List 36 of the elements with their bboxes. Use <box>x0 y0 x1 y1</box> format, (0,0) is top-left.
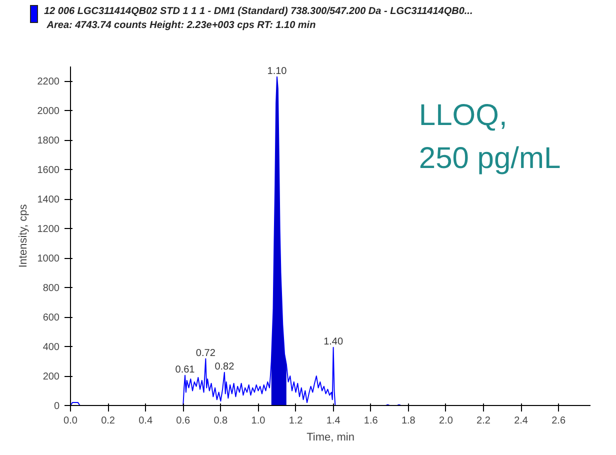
y-axis-title: Intensity, cps <box>17 204 30 268</box>
annotation: 1.40 <box>324 336 344 348</box>
annotation: 0.72 <box>196 348 216 359</box>
y-tick-label: 1000 <box>37 254 60 265</box>
y-tick-label: 400 <box>42 342 60 354</box>
x-tick-label: 2.2 <box>476 416 491 426</box>
x-tick-label: 2.6 <box>552 416 566 426</box>
y-tick-label: 1400 <box>37 194 60 206</box>
y-tick-label: 2200 <box>37 76 60 88</box>
x-tick-label: 1.2 <box>288 416 304 426</box>
x-tick-label: 1.4 <box>326 416 341 426</box>
y-tick-label: 600 <box>42 312 60 324</box>
x-tick-label: 1.6 <box>364 416 378 426</box>
y-tick-label: 1600 <box>37 165 60 176</box>
x-tick-label: 2.4 <box>514 416 528 426</box>
x-tick-label: 0.2 <box>101 416 116 426</box>
y-tick-label: 2000 <box>37 106 60 118</box>
annotation: LLOQ, 250 pg/mL <box>418 99 561 175</box>
x-tick-label: 0.6 <box>176 416 191 426</box>
x-tick-label: 0.0 <box>64 416 78 426</box>
y-tick-label: 800 <box>42 283 60 294</box>
x-tick-label: 0.4 <box>138 416 153 426</box>
y-tick-label: 200 <box>42 372 60 383</box>
annotation: 1.10 <box>267 66 288 77</box>
chart-title: 12 006 LGC311414QB02 STD 1 1 1 - DM1 (Standard) 738.300/547.200 Da - LGC311414QB0... <box>44 6 473 17</box>
annotation: 0.82 <box>214 361 235 372</box>
y-tick-label: 1800 <box>37 136 60 147</box>
y-tick-label: 1200 <box>37 224 60 236</box>
x-axis-title: Time, min <box>306 432 354 444</box>
x-tick-label: 0.8 <box>214 416 228 426</box>
x-tick-label: 1.0 <box>251 416 266 426</box>
y-tick-label: 0 <box>54 401 60 412</box>
x-tick-label: 2.0 <box>439 416 454 426</box>
chart-subtitle: Area: 4743.74 counts Height: 2.23e+003 cps RT: 1.10 min <box>46 20 316 30</box>
annotation: 0.61 <box>175 364 196 376</box>
x-tick-label: 1.8 <box>401 416 416 426</box>
